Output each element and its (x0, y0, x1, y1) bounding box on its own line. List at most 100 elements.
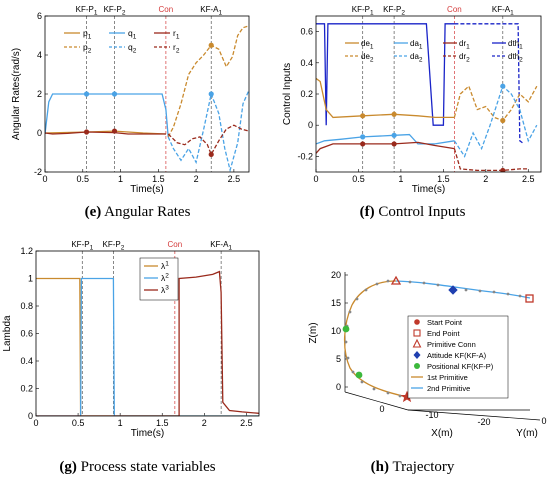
axis-x-floor (344, 391, 409, 411)
x-tick-label: 1 (398, 174, 403, 184)
trajectory-legend-box (407, 315, 509, 399)
series-group (316, 23, 538, 172)
x-axis-label: X(m) (431, 428, 453, 439)
legend-entry: 2nd Primitive (427, 384, 470, 393)
trajectory-arrow-glyph (506, 292, 510, 296)
trajectory-arrow-glyph (386, 391, 390, 395)
x-tick-label: 2 (202, 418, 207, 428)
z-axis-label: Z(m) (308, 322, 319, 343)
legend-entry: dr1 (459, 39, 470, 51)
series-line-1 (36, 277, 259, 416)
z-tick-label: 5 (336, 354, 341, 364)
trajectory-arrow-glyph (436, 283, 440, 287)
y-tick-label: 0 (541, 416, 546, 426)
caption-f: (f) Control Inputs (359, 204, 466, 220)
primitive-conn-marker (390, 275, 402, 285)
x-tick-label: 2.5 (522, 174, 535, 184)
series-line-2 (316, 77, 455, 119)
y-tick-label: 6 (37, 11, 42, 21)
event-label: KF-P1 (71, 240, 93, 252)
legend-symbol-star (414, 319, 420, 325)
event-marker (500, 167, 506, 172)
legend-entry: r2 (173, 42, 180, 55)
y-axis-label: Angular Rates(rad/s) (11, 48, 22, 140)
x-tick-label: 2.5 (228, 174, 241, 184)
axis-x (407, 409, 541, 421)
event-marker (391, 132, 397, 138)
y-tick-label: -2 (34, 167, 42, 177)
trajectory-arrow-glyph (408, 280, 412, 284)
event-label: KF-P2 (102, 240, 124, 252)
y-axis-label: Lambda (2, 315, 13, 352)
positional-kf-marker (355, 371, 363, 379)
trajectory-arrow-glyph (372, 387, 376, 391)
x-axis-label: Time(s) (131, 428, 165, 439)
x-tick-label: -20 (477, 417, 490, 427)
z-tick-label: 20 (331, 270, 341, 280)
y-tick-label: 0.4 (20, 356, 33, 366)
x-tick-label: 0.5 (77, 174, 90, 184)
trajectory-arrow-glyph (360, 380, 364, 384)
legend-box (139, 257, 179, 301)
event-label: Con (168, 240, 183, 249)
legend-entry: q1 (128, 28, 137, 41)
series-line-1 (454, 23, 525, 145)
legend-symbol-diamond (413, 351, 421, 359)
series-line-7 (453, 148, 529, 172)
x-axis-label: Time(s) (412, 184, 446, 195)
trajectory-arrow-glyph (348, 310, 352, 314)
legend-entry: Attitude KF(KF-A) (427, 351, 487, 360)
trajectory-arrow-glyph (478, 289, 482, 293)
event-marker (500, 83, 506, 89)
x-tick-label: 1.5 (437, 174, 450, 184)
event-label: KF-P1 (352, 5, 374, 17)
event-marker (360, 113, 366, 119)
legend-entry: q2 (128, 42, 137, 55)
event-label: KF-A1 (210, 240, 232, 252)
legend-symbol-square (413, 329, 421, 337)
x-tick-label: 1.5 (156, 418, 169, 428)
legend-entry: Positional KF(KF-P) (427, 362, 494, 371)
z-tick-label: 15 (331, 298, 341, 308)
x-tick-label: 1 (118, 174, 123, 184)
end-point-marker (525, 294, 534, 303)
z-tick-label: 10 (331, 326, 341, 336)
x-tick-label: 0.5 (352, 174, 365, 184)
x-tick-label: 1 (118, 418, 123, 428)
event-marker (111, 128, 118, 134)
y-tick-label: 1 (28, 274, 33, 284)
legend-entry: 1st Primitive (427, 373, 468, 382)
event-label: KF-P2 (104, 5, 126, 17)
series-line-0 (36, 277, 259, 416)
y-tick-label: 2 (37, 89, 42, 99)
event-label: Con (447, 5, 462, 14)
trajectory-arrow-glyph (355, 297, 359, 301)
event-marker (208, 42, 214, 48)
y-axis-label: Control Inputs (282, 63, 293, 125)
trajectory-arrow-glyph (492, 290, 496, 294)
y-tick-label: 1.2 (20, 246, 33, 256)
legend-entry: r1 (173, 28, 180, 41)
event-marker (208, 91, 214, 97)
plot-frame (35, 250, 260, 417)
trajectory-1st-primitive (343, 280, 408, 398)
plot-area (316, 16, 541, 172)
plot-frame (44, 15, 250, 173)
trajectory-arrow-glyph (344, 340, 348, 344)
x-tick-label: 2 (194, 174, 199, 184)
trajectory-arrow-glyph (386, 279, 390, 283)
event-marker (111, 91, 118, 97)
event-label: KF-P2 (383, 5, 405, 17)
event-marker (500, 117, 506, 124)
series-line-6 (453, 85, 538, 158)
trajectory-arrow-glyph (518, 294, 522, 298)
legend-entry: λ1 (161, 261, 169, 272)
series-line-5 (453, 85, 538, 122)
trajectory-2nd-primitive (395, 280, 531, 299)
event-marker (360, 141, 366, 147)
legend-entry: dth2 (508, 52, 523, 64)
trajectory-arrow-glyph (351, 370, 355, 374)
trajectory-arrow-glyph (464, 288, 468, 292)
caption-h: (h) Trajectory (370, 459, 455, 475)
